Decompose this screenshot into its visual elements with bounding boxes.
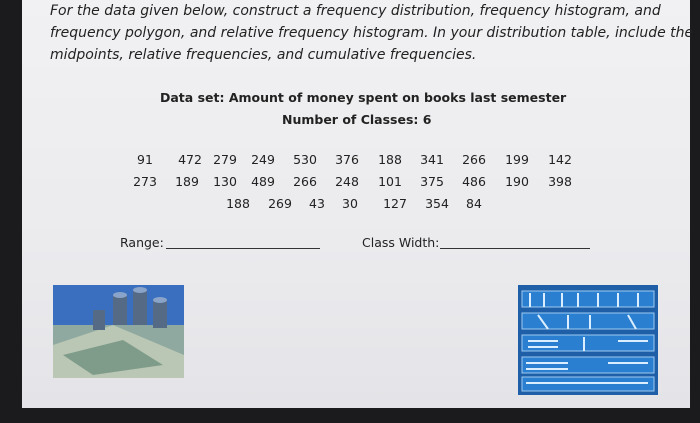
- data-value: 341: [420, 152, 444, 167]
- data-value: 279: [213, 152, 237, 167]
- data-value: 354: [425, 196, 449, 211]
- data-value: 188: [226, 196, 250, 211]
- data-value: 130: [213, 174, 237, 189]
- data-value: 249: [251, 152, 275, 167]
- data-value: 489: [251, 174, 275, 189]
- data-value: 199: [505, 152, 529, 167]
- range-label: Range:: [120, 235, 164, 250]
- data-value: 376: [335, 152, 359, 167]
- data-value: 127: [383, 196, 407, 211]
- instruction-line: midpoints, relative frequencies, and cum…: [50, 47, 477, 63]
- data-value: 190: [505, 174, 529, 189]
- data-value: 269: [268, 196, 292, 211]
- data-value: 375: [420, 174, 444, 189]
- range-blank: [166, 248, 320, 249]
- instruction-line: frequency polygon, and relative frequenc…: [50, 25, 694, 41]
- data-value: 266: [293, 174, 317, 189]
- data-value: 472: [178, 152, 202, 167]
- data-value: 248: [335, 174, 359, 189]
- data-value: 266: [462, 152, 486, 167]
- data-value: 101: [378, 174, 402, 189]
- data-value: 188: [378, 152, 402, 167]
- bookshelf-image: [518, 285, 658, 395]
- data-value: 142: [548, 152, 572, 167]
- data-value: 91: [137, 152, 153, 167]
- data-value: 84: [466, 196, 482, 211]
- class-width-blank: [440, 248, 590, 249]
- data-value: 398: [548, 174, 572, 189]
- data-set-title: Data set: Amount of money spent on books…: [160, 90, 567, 105]
- data-value: 189: [175, 174, 199, 189]
- data-value: 486: [462, 174, 486, 189]
- data-value: 530: [293, 152, 317, 167]
- money-image: [53, 285, 184, 378]
- class-width-label: Class Width:: [362, 235, 440, 250]
- data-value: 30: [342, 196, 358, 211]
- instruction-line: For the data given below, construct a fr…: [50, 3, 661, 19]
- data-value: 43: [309, 196, 325, 211]
- number-of-classes: Number of Classes: 6: [282, 112, 432, 127]
- data-value: 273: [133, 174, 157, 189]
